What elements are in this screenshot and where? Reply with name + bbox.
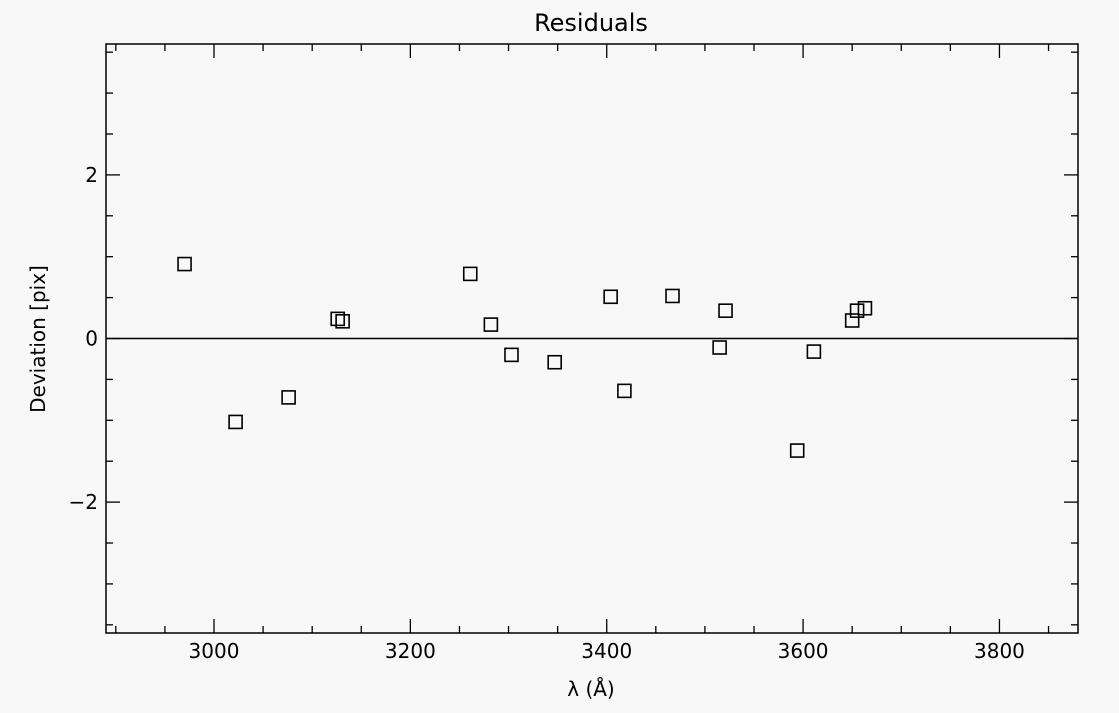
data-point bbox=[712, 340, 727, 355]
data-point bbox=[462, 266, 478, 282]
x-tick-label: 3200 bbox=[385, 639, 436, 663]
data-points bbox=[177, 256, 873, 458]
plot-frame bbox=[105, 43, 1079, 634]
x-tick-label: 3800 bbox=[974, 639, 1025, 663]
axis-ticks: 3000 3200 3400 3600 3800 −2 0 2 bbox=[69, 44, 1078, 663]
data-point bbox=[844, 313, 860, 328]
x-tick-label: 3600 bbox=[778, 639, 829, 663]
data-point bbox=[330, 311, 346, 327]
y-tick-label: 2 bbox=[85, 163, 98, 187]
data-point bbox=[547, 354, 562, 370]
data-point bbox=[806, 344, 822, 359]
chart-title: Residuals bbox=[534, 9, 648, 37]
data-point bbox=[603, 289, 618, 305]
x-tick-label: 3400 bbox=[581, 639, 632, 663]
data-point bbox=[849, 303, 865, 318]
data-point bbox=[483, 317, 499, 332]
data-point bbox=[789, 443, 805, 458]
data-point bbox=[335, 314, 350, 329]
data-point bbox=[281, 390, 296, 405]
y-tick-label: 0 bbox=[85, 327, 98, 351]
y-axis-label: Deviation [pix] bbox=[26, 265, 50, 413]
data-point bbox=[857, 300, 873, 316]
data-point bbox=[504, 347, 519, 363]
data-point bbox=[228, 414, 243, 430]
data-point bbox=[177, 256, 192, 272]
data-point bbox=[665, 288, 680, 304]
x-tick-label: 3000 bbox=[189, 639, 240, 663]
x-axis-label: λ (Å) bbox=[567, 677, 614, 701]
data-point bbox=[718, 303, 733, 318]
data-point bbox=[617, 383, 632, 399]
y-tick-label: −2 bbox=[69, 490, 98, 514]
